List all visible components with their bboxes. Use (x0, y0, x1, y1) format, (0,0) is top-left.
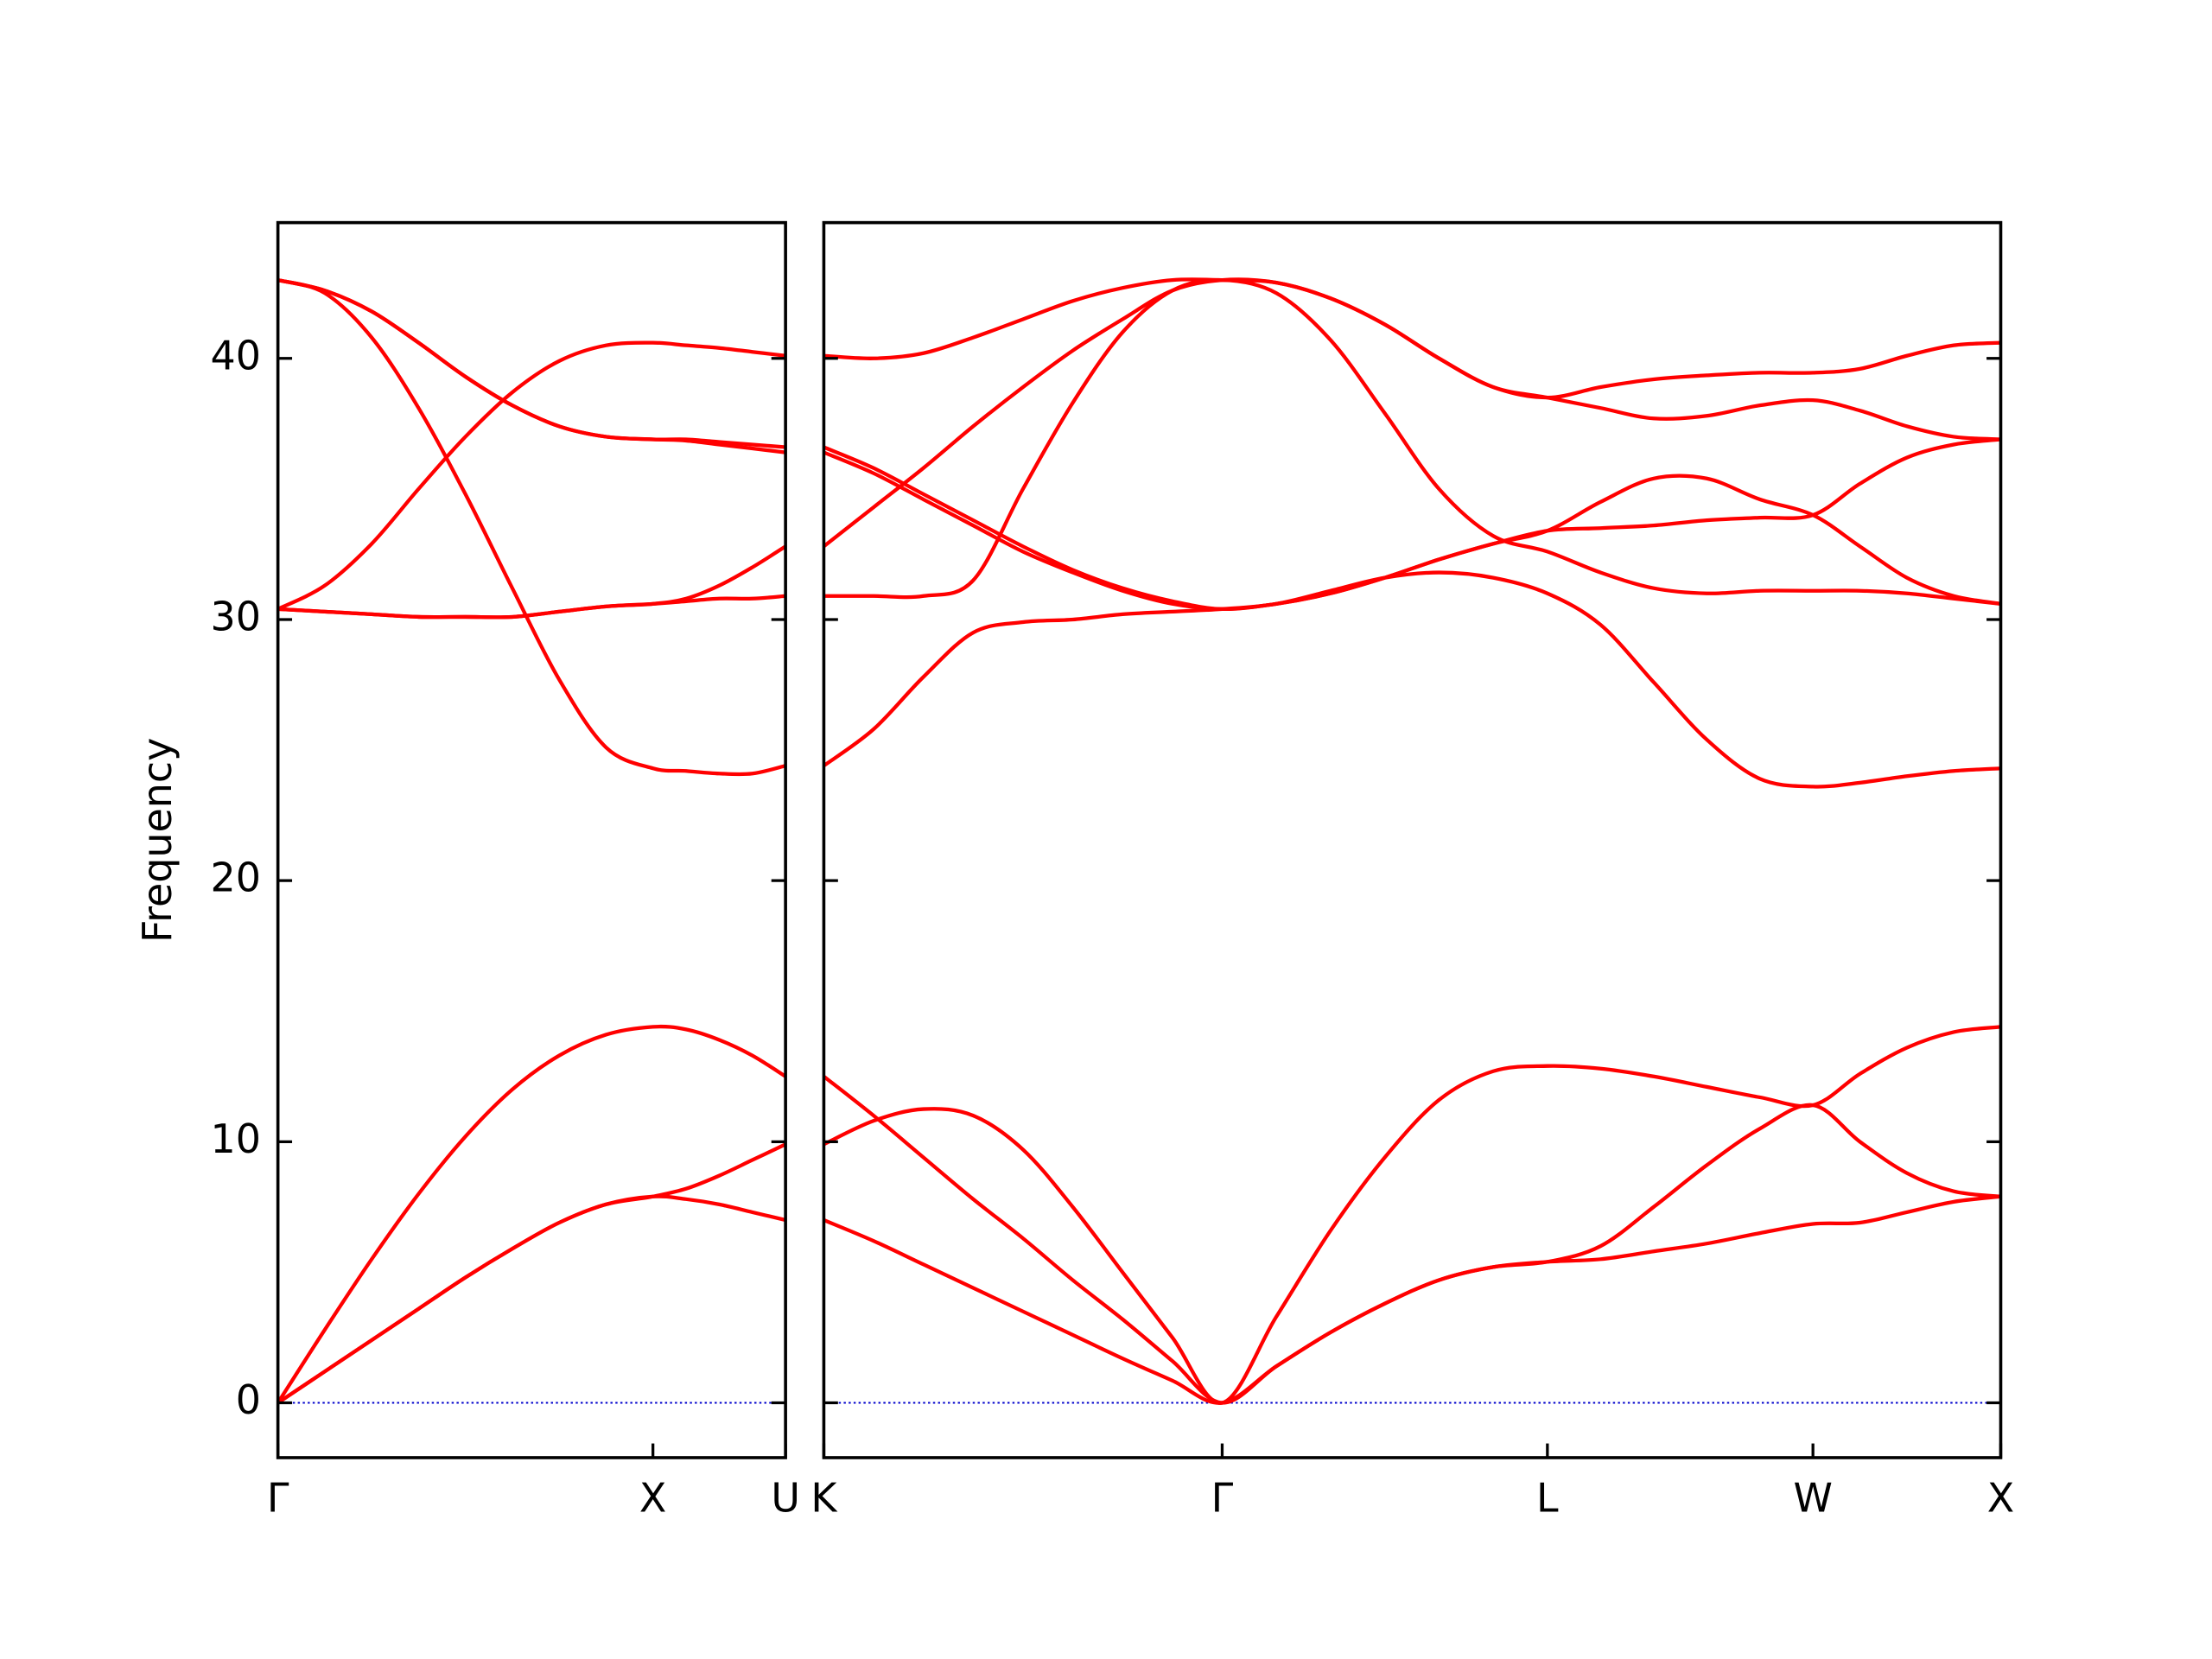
band-line (823, 437, 2001, 612)
plot-frame (822, 220, 2003, 1459)
x-tick-label: L (1536, 1474, 1559, 1521)
y-tick-label: 30 (210, 593, 260, 639)
band-line (277, 278, 786, 777)
band-line (823, 277, 2001, 606)
band-line (276, 1142, 787, 1405)
band-line (277, 278, 786, 454)
y-tick-label: 0 (236, 1376, 261, 1423)
y-tick-label: 40 (210, 332, 260, 378)
x-tick-label: U (771, 1474, 800, 1521)
x-tick-label: Γ (1211, 1474, 1234, 1521)
band-line (276, 340, 786, 611)
x-tick-label: K (810, 1474, 838, 1521)
band-line (823, 277, 2001, 400)
band-line (823, 570, 2001, 789)
band-line (277, 544, 787, 620)
x-tick-label: W (1793, 1474, 1832, 1521)
band-line (276, 1024, 787, 1404)
x-tick-label: X (639, 1474, 666, 1521)
y-tick-label: 10 (210, 1116, 260, 1162)
plot-frame (276, 220, 787, 1459)
band-line (823, 1025, 2001, 1405)
y-axis-label: Frequency (134, 738, 181, 943)
x-tick-label: Γ (267, 1474, 289, 1521)
x-tick-label: X (1987, 1474, 2014, 1521)
y-tick-label: 20 (210, 855, 260, 901)
